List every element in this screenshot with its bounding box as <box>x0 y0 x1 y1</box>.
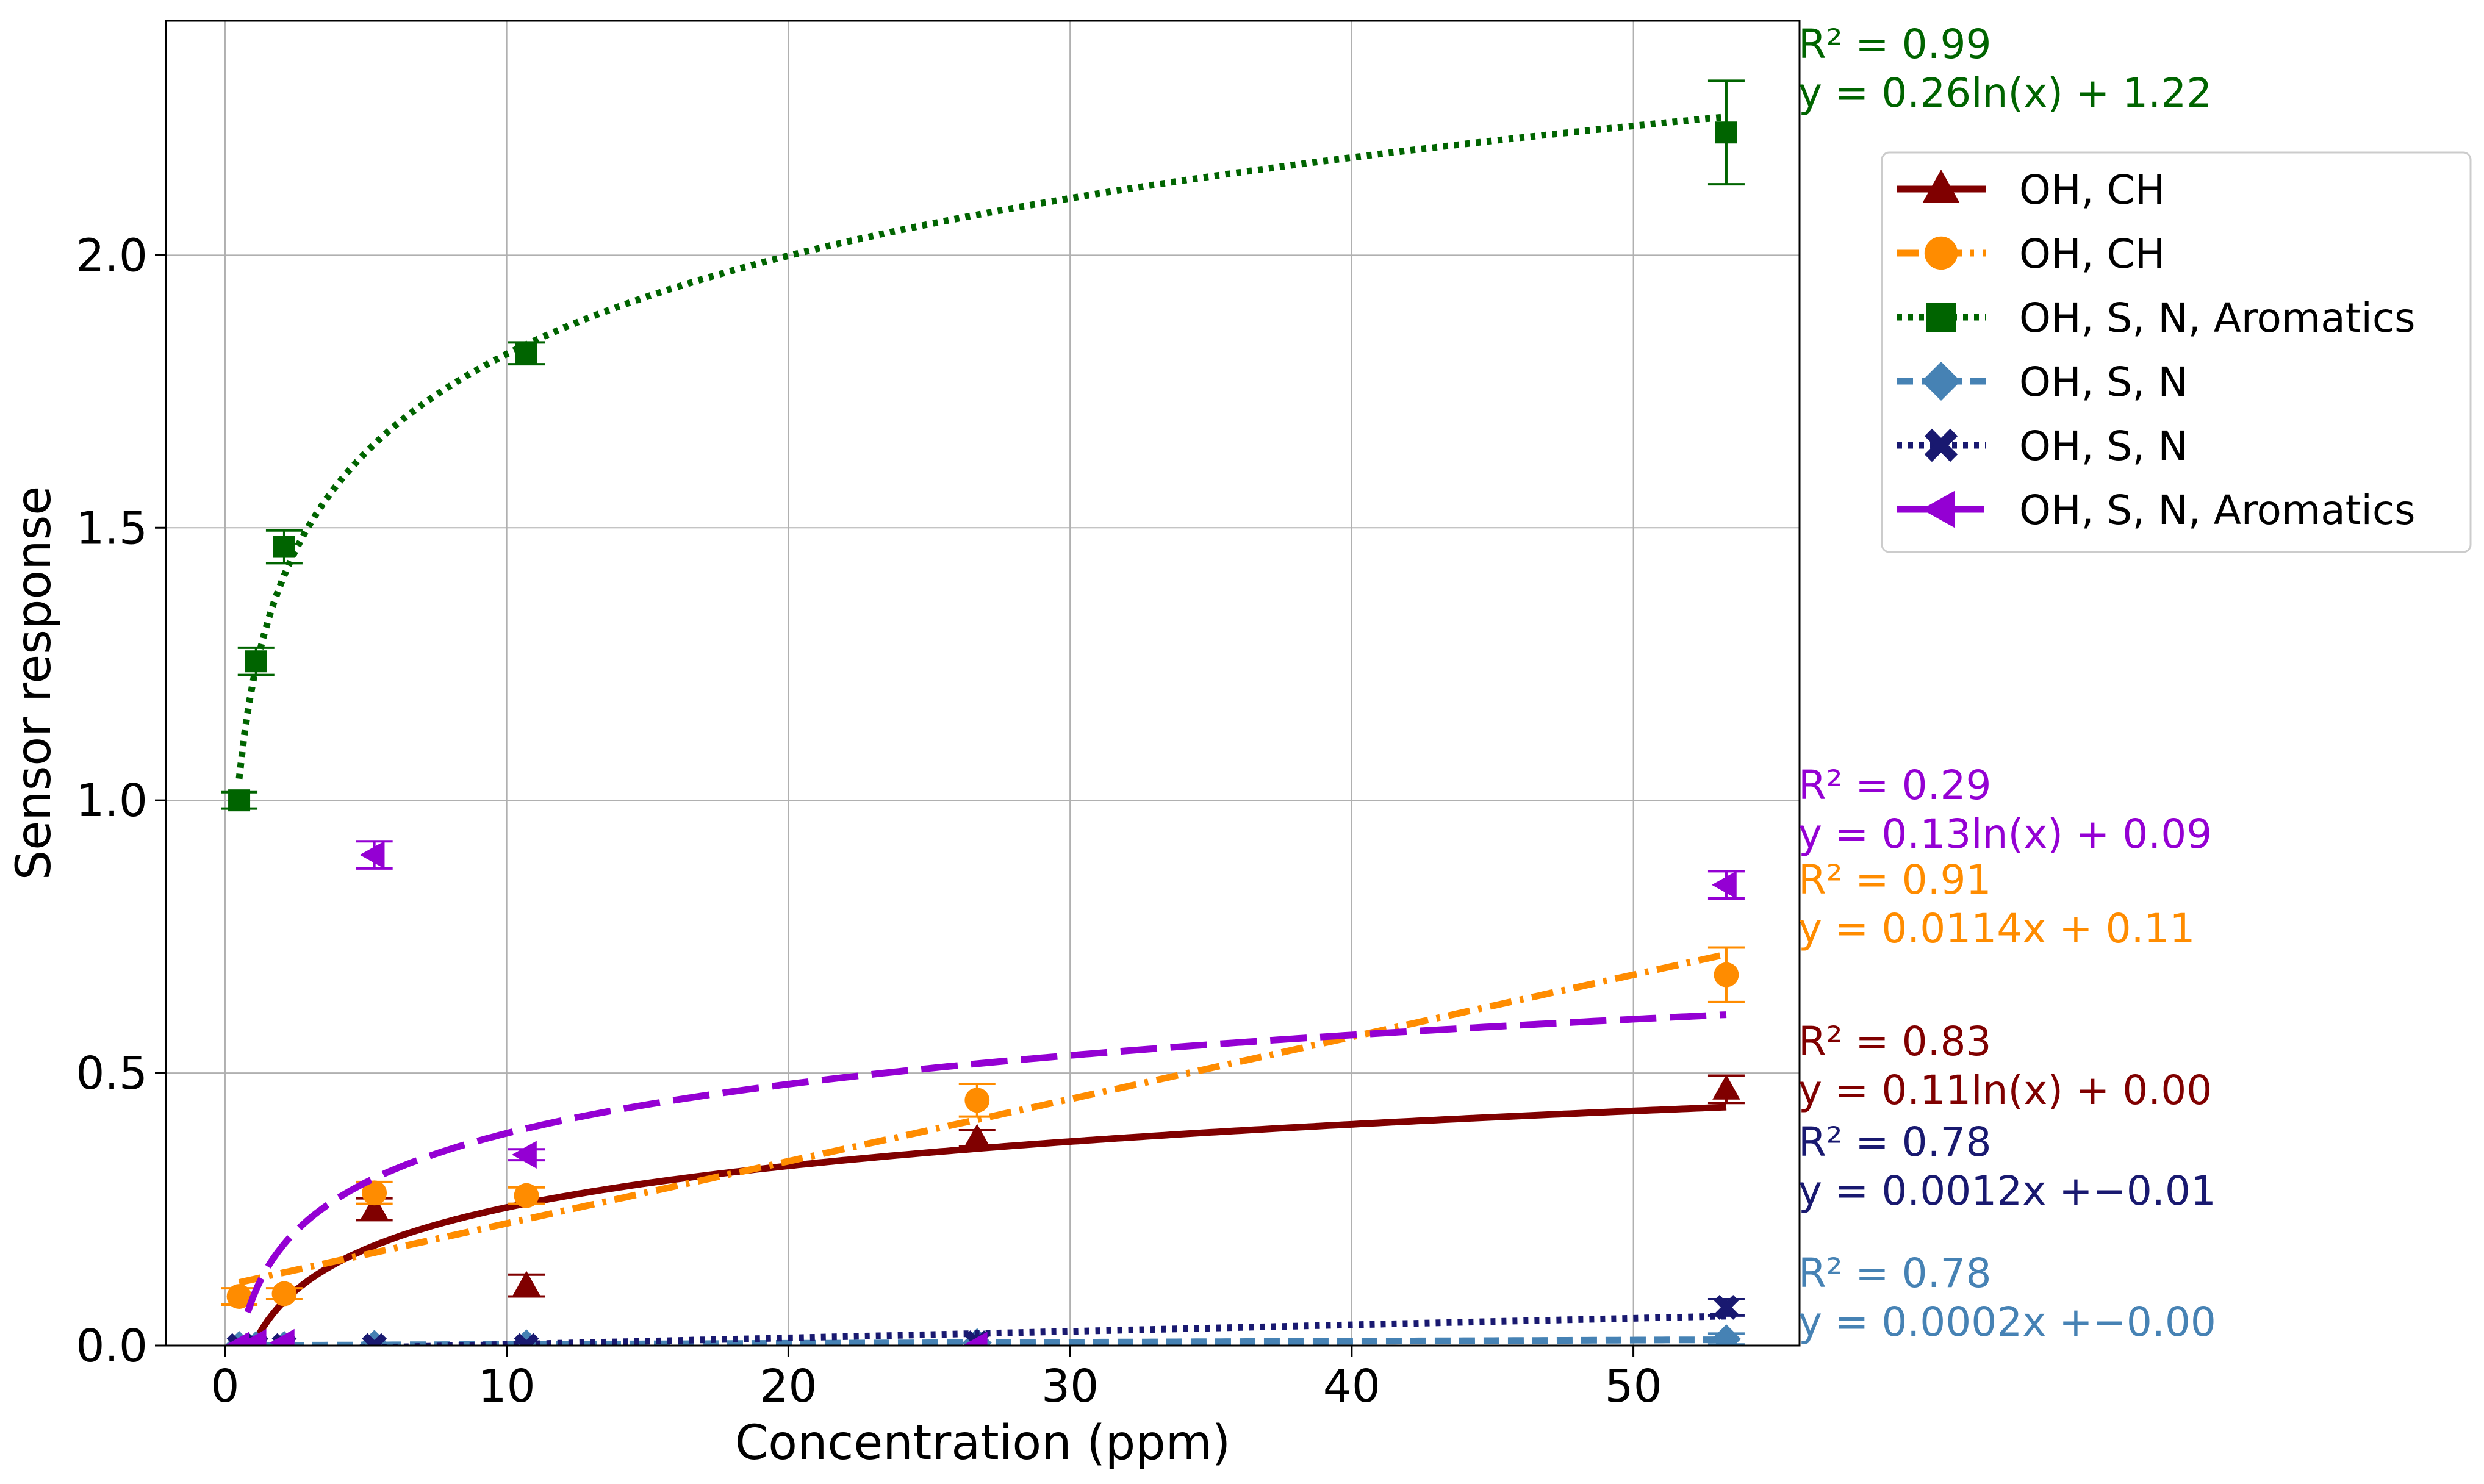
fit-r2-label: R² = 0.29 <box>1798 762 1992 809</box>
y-axis-title: Sensor response <box>7 486 62 880</box>
fit-r2-label: R² = 0.99 <box>1798 21 1992 68</box>
data-point <box>512 1141 537 1169</box>
series-5 <box>224 840 1745 1346</box>
legend-marker-4 <box>1924 428 1958 462</box>
data-point <box>241 1328 267 1346</box>
fit-equation-label: y = 0.13ln(x) + 0.09 <box>1798 811 2212 858</box>
data-point <box>273 536 295 558</box>
data-point <box>245 650 267 673</box>
data-point <box>964 1088 990 1113</box>
legend-entry-label: OH, CH <box>2019 167 2165 213</box>
fit-r2-label: R² = 0.78 <box>1798 1250 1992 1297</box>
data-point <box>962 1332 988 1346</box>
fit-equation-label: y = 0.0114x + 0.11 <box>1798 905 2195 952</box>
y-tick-label: 0.0 <box>76 1320 148 1372</box>
fit-equation-label: y = 0.0012x +−0.01 <box>1798 1167 2216 1214</box>
grid <box>166 21 1800 1346</box>
x-tick-label: 10 <box>478 1360 536 1413</box>
data-point <box>359 841 385 869</box>
fit-r2-label: R² = 0.83 <box>1798 1018 1992 1065</box>
y-tick-label: 2.0 <box>76 229 148 282</box>
data-point <box>1714 962 1739 988</box>
axis-ticks: 0 10 20 30 40 50 0.0 0.5 1.0 1.5 2.0 <box>76 229 1662 1413</box>
fit-equation-label: y = 0.0002x +−0.00 <box>1798 1299 2216 1346</box>
fit-equation-label: y = 0.11ln(x) + 0.00 <box>1798 1067 2212 1114</box>
fit-r2-label: R² = 0.91 <box>1798 856 1992 903</box>
fit-equation-label: y = 0.26ln(x) + 1.22 <box>1798 70 2212 116</box>
legend-entry-label: OH, CH <box>2019 231 2165 278</box>
axes-frame <box>165 20 1801 1347</box>
legend-entry-label: OH, S, N <box>2019 423 2188 470</box>
data-point <box>360 1194 389 1220</box>
data-point <box>362 1180 387 1206</box>
fit-line-series-5 <box>244 1011 1727 1314</box>
data-point <box>362 1333 387 1346</box>
x-tick-label: 40 <box>1323 1360 1380 1413</box>
data-point <box>1712 1074 1740 1100</box>
data-point <box>269 1328 295 1346</box>
legend-entry-label: OH, S, N, Aromatics <box>2019 295 2416 342</box>
legend-marker-5 <box>1922 490 1955 528</box>
x-tick-label: 0 <box>210 1360 239 1413</box>
data-point <box>1711 870 1737 899</box>
data-point <box>228 789 251 812</box>
legend-box <box>1881 151 2472 553</box>
data-point <box>1714 1295 1739 1320</box>
legend-marker-3 <box>1922 362 1961 401</box>
x-tick-label: 50 <box>1604 1360 1662 1413</box>
y-tick-label: 1.0 <box>76 775 148 827</box>
data-point <box>515 342 538 365</box>
data-point <box>514 1183 539 1208</box>
y-tick-label: 1.5 <box>76 502 148 554</box>
fit-line-series-1 <box>238 951 1728 1286</box>
data-point <box>512 1271 540 1296</box>
x-axis-title: Concentration (ppm) <box>735 1416 1230 1471</box>
x-tick-label: 20 <box>759 1360 817 1413</box>
legend-marker-2 <box>1926 303 1956 332</box>
fit-line-series-2 <box>235 113 1727 780</box>
data-point <box>514 1333 539 1346</box>
data-point <box>271 1281 297 1307</box>
legend-entry-label: OH, S, N, Aromatics <box>2019 487 2416 534</box>
y-tick-label: 0.5 <box>76 1047 148 1100</box>
data-point <box>1711 1324 1741 1346</box>
legend-entry-label: OH, S, N <box>2019 359 2188 406</box>
legend: OH, CH OH, CH OH, S, N, Aromatics OH, S, N O… <box>1881 151 2472 553</box>
data-point <box>226 1284 252 1309</box>
data-point <box>963 1124 991 1149</box>
plot-area <box>221 79 1745 1346</box>
x-tick-label: 30 <box>1041 1360 1099 1413</box>
series-2 <box>221 79 1745 812</box>
data-point <box>1715 121 1737 144</box>
fit-r2-label: R² = 0.78 <box>1798 1119 1992 1166</box>
legend-marker-1 <box>1924 236 1958 270</box>
legend-marker-0 <box>1922 170 1960 203</box>
